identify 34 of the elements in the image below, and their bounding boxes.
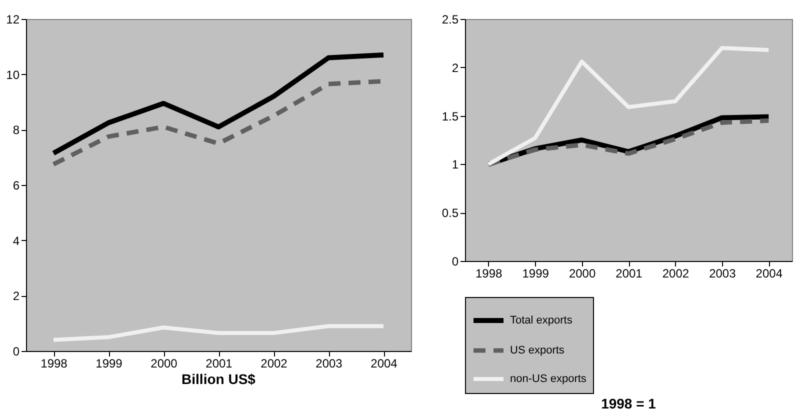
- x-tick-label: 1998: [40, 356, 68, 370]
- x-tick-label: 1998: [476, 266, 503, 280]
- x-tick-label: 2003: [316, 356, 343, 370]
- y-tick-label: 2: [12, 289, 20, 304]
- x-tick-label: 2001: [206, 356, 233, 370]
- legend-label: Total exports: [510, 314, 573, 326]
- y-tick-label: 6: [12, 178, 20, 192]
- x-tick-label: 1999: [522, 266, 550, 280]
- line-series: [486, 46, 771, 166]
- y-tick-label: 2.5: [442, 12, 459, 26]
- x-tick-label: 2002: [662, 266, 690, 280]
- x-tick-label: 2000: [150, 356, 178, 370]
- line-series: [52, 324, 386, 342]
- y-tick-label: 10: [6, 68, 20, 82]
- x-tick-label: 1999: [96, 356, 123, 370]
- y-tick-label: 0.5: [442, 206, 459, 220]
- x-axis-title: 1998 = 1: [601, 396, 656, 412]
- legend-label: non-US exports: [510, 373, 587, 385]
- y-tick-label: 0: [452, 254, 459, 268]
- y-tick-label: 1.5: [442, 109, 459, 124]
- x-axis-title: Billion US$: [182, 371, 256, 387]
- y-tick-label: 0: [12, 344, 20, 358]
- x-tick-label: 2000: [568, 266, 596, 280]
- x-tick-label: 2003: [709, 266, 736, 280]
- x-tick-label: 2004: [756, 266, 783, 280]
- y-tick-label: 1: [452, 158, 459, 172]
- y-tick-label: 2: [452, 60, 459, 75]
- x-tick-label: 2001: [616, 266, 643, 280]
- y-tick-label: 12: [6, 12, 20, 26]
- y-tick-label: 4: [12, 234, 20, 248]
- legend-label: US exports: [510, 344, 565, 356]
- x-tick-label: 2004: [370, 356, 398, 370]
- x-tick-label: 2002: [260, 356, 288, 370]
- y-tick-label: 8: [12, 123, 20, 138]
